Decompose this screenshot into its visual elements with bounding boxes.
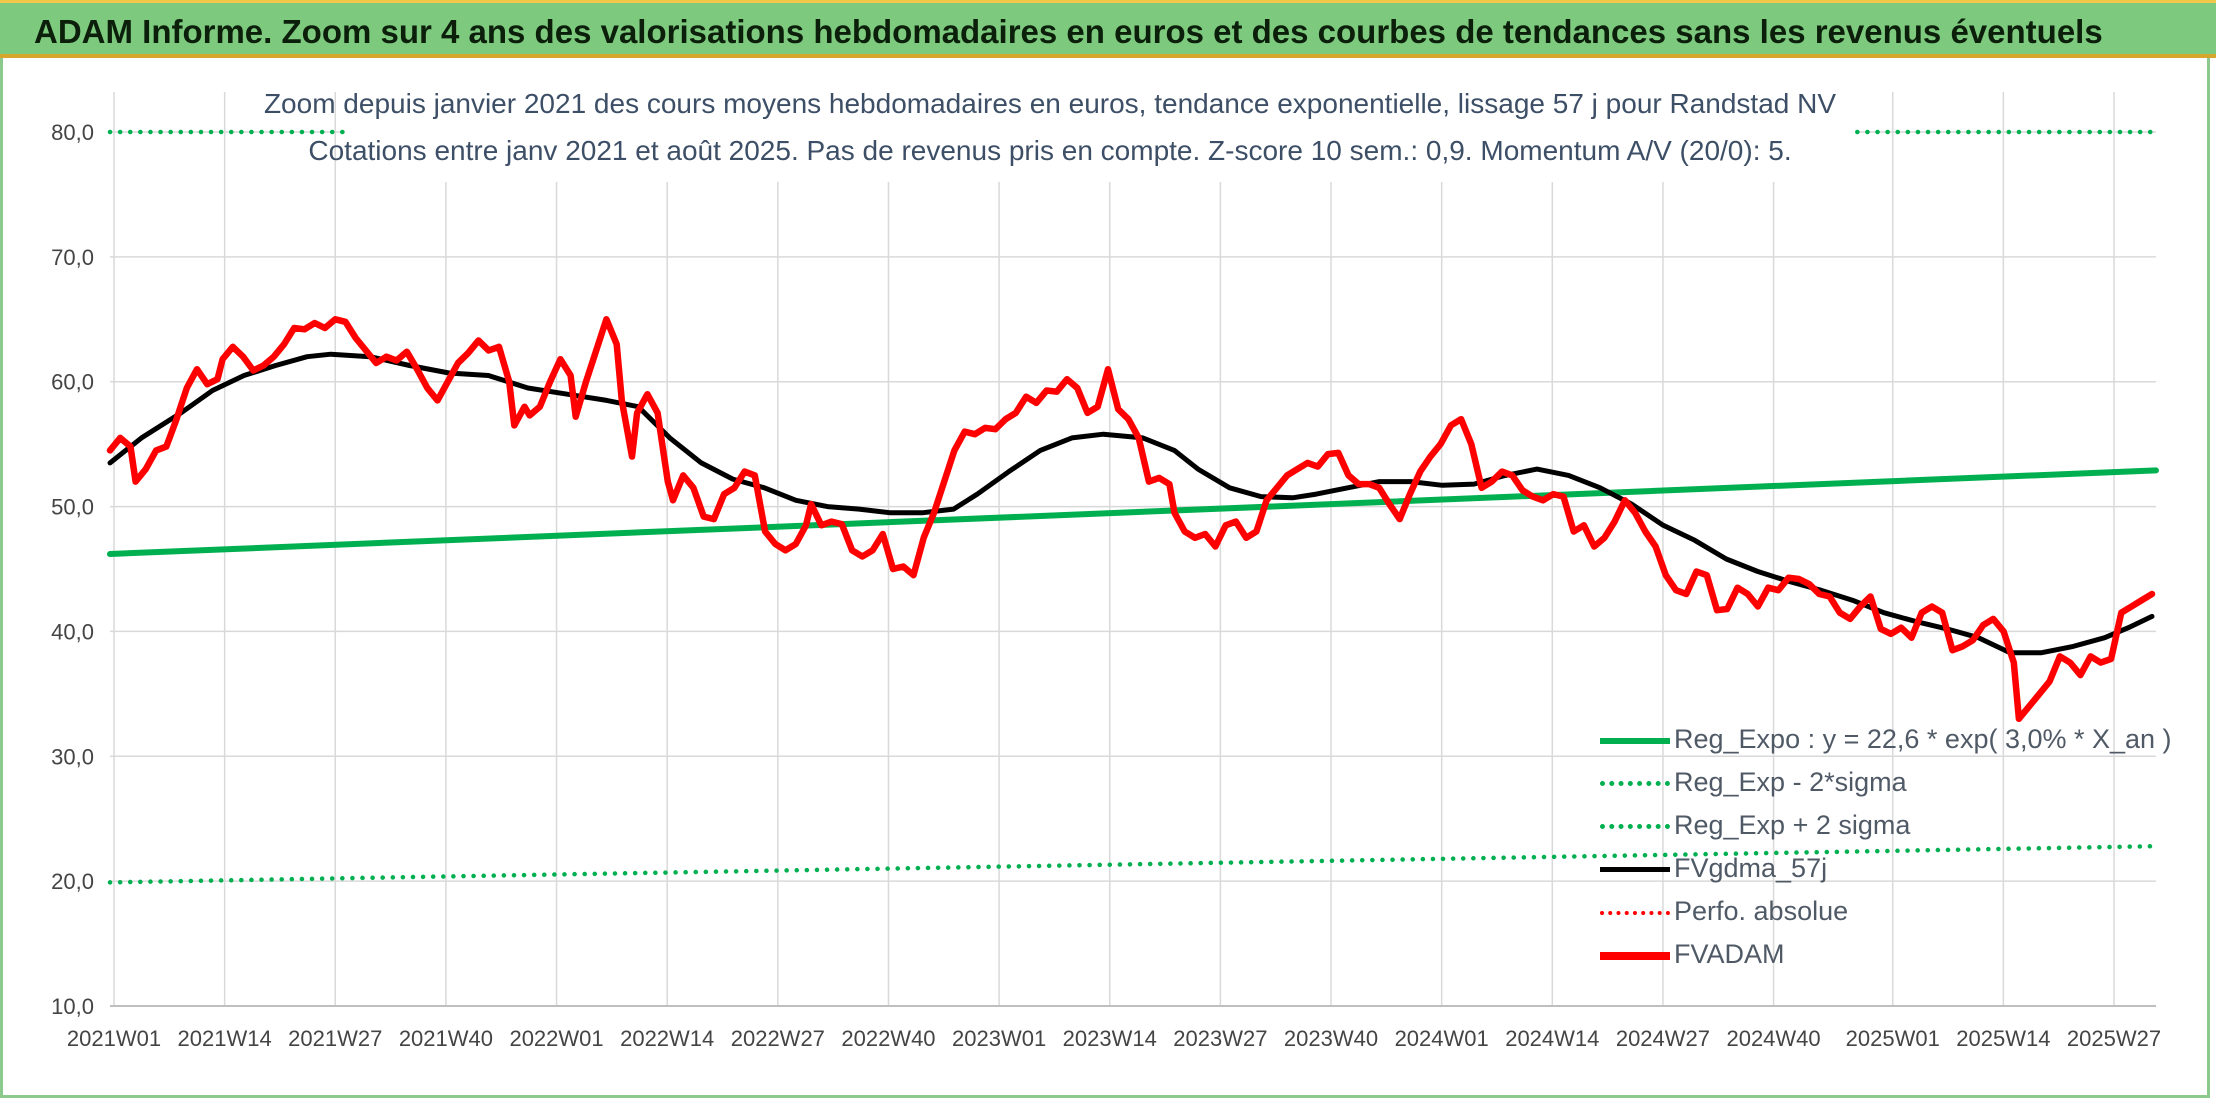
x-tick-label: 2021W40 xyxy=(399,1026,493,1051)
title-backdrop xyxy=(345,80,1855,182)
header-bar: ADAM Informe. Zoom sur 4 ans des valoris… xyxy=(0,0,2216,58)
y-tick-label: 70,0 xyxy=(51,245,94,270)
legend-label: Reg_Exp - 2*sigma xyxy=(1674,767,1907,797)
legend-swatch-dotted-green xyxy=(1600,824,1670,829)
legend-item-reg-expo: Reg_Expo : y = 22,6 * exp( 3,0% * X_an ) xyxy=(1600,722,2172,762)
x-tick-label: 2022W01 xyxy=(509,1026,603,1051)
x-tick-label: 2024W27 xyxy=(1616,1026,1710,1051)
series-line xyxy=(107,843,2159,885)
x-tick-label: 2023W40 xyxy=(1284,1026,1378,1051)
report-title: ADAM Informe. Zoom sur 4 ans des valoris… xyxy=(34,13,2103,50)
legend-label: Reg_Expo : y = 22,6 * exp( 3,0% * X_an ) xyxy=(1674,724,2172,754)
legend-swatch-dotted-green xyxy=(1600,781,1670,786)
x-tick-label: 2024W01 xyxy=(1395,1026,1489,1051)
legend-label: Reg_Exp + 2 sigma xyxy=(1674,810,1911,840)
x-tick-label: 2022W40 xyxy=(841,1026,935,1051)
legend-label: FVADAM xyxy=(1674,939,1785,969)
x-tick-label: 2022W27 xyxy=(731,1026,825,1051)
grid-layer xyxy=(110,92,2156,1007)
y-tick-label: 30,0 xyxy=(51,744,94,769)
y-tick-label: 10,0 xyxy=(51,994,94,1019)
x-tick-label: 2022W14 xyxy=(620,1026,714,1051)
legend-swatch-solid-green xyxy=(1600,738,1670,744)
legend-swatch-solid-red xyxy=(1600,952,1670,960)
x-tick-label: 2024W40 xyxy=(1726,1026,1820,1051)
x-tick-label: 2023W01 xyxy=(952,1026,1046,1051)
x-tick-label: 2025W14 xyxy=(1956,1026,2050,1051)
x-tick-label: 2021W01 xyxy=(67,1026,161,1051)
series-line xyxy=(107,351,2155,656)
legend-swatch-dotted-red xyxy=(1600,911,1670,915)
x-tick-label: 2023W27 xyxy=(1173,1026,1267,1051)
legend-item-fvadam: FVADAM xyxy=(1600,937,2160,977)
x-tick-label: 2025W01 xyxy=(1846,1026,1940,1051)
chart-title-line-1: Zoom depuis janvier 2021 des cours moyen… xyxy=(263,88,1837,119)
legend-label: FVgdma_57j xyxy=(1674,853,1828,883)
legend-item-reg-exp-minus: Reg_Exp - 2*sigma xyxy=(1600,765,2160,805)
x-tick-label: 2021W27 xyxy=(288,1026,382,1051)
y-tick-label: 20,0 xyxy=(51,869,94,894)
x-tick-label: 2024W14 xyxy=(1505,1026,1599,1051)
y-tick-label: 50,0 xyxy=(51,495,94,520)
chart-frame xyxy=(0,58,2210,1098)
series-line xyxy=(106,316,2156,723)
legend-item-reg-exp-plus: Reg_Exp + 2 sigma xyxy=(1600,808,2160,848)
y-tick-label: 40,0 xyxy=(51,619,94,644)
y-tick-label: 60,0 xyxy=(51,370,94,395)
x-tick-label: 2021W14 xyxy=(178,1026,272,1051)
x-tick-label: 2025W27 xyxy=(2067,1026,2161,1051)
legend-item-fvgdma: FVgdma_57j xyxy=(1600,851,2160,891)
legend-swatch-solid-black xyxy=(1600,867,1670,872)
legend-item-perfo-absolue: Perfo. absolue xyxy=(1600,894,2160,934)
legend-label: Perfo. absolue xyxy=(1674,896,1849,926)
axis-layer: 10,0 20,0 30,0 40,0 50,0 60,0 70,0 80,0 2021W01 2… xyxy=(51,120,2161,1051)
y-tick-label: 80,0 xyxy=(51,120,94,145)
chart-title-line-2: Cotations entre janv 2021 et août 2025. … xyxy=(308,135,1792,166)
series-layer xyxy=(106,80,2159,885)
series-line xyxy=(107,467,2159,557)
x-tick-label: 2023W14 xyxy=(1063,1026,1157,1051)
